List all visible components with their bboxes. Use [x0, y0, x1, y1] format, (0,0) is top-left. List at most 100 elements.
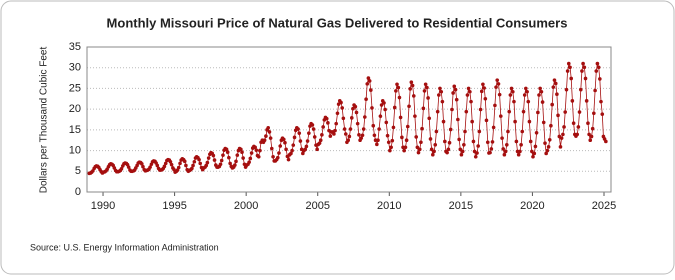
data-point — [332, 132, 336, 136]
data-point — [485, 140, 490, 145]
data-point — [506, 129, 510, 134]
data-point — [303, 147, 308, 152]
data-point — [468, 89, 472, 94]
data-point — [212, 158, 217, 162]
data-point — [513, 119, 517, 124]
data-point — [198, 161, 203, 166]
data-point — [447, 140, 452, 145]
data-point — [599, 99, 603, 104]
data-point — [501, 147, 506, 151]
data-point — [564, 87, 569, 92]
data-point — [482, 86, 486, 90]
data-point — [470, 119, 474, 124]
data-point — [395, 82, 399, 87]
data-point — [410, 83, 415, 88]
data-point — [343, 132, 348, 136]
data-point — [428, 137, 433, 141]
data-point — [375, 142, 379, 147]
data-point — [218, 162, 223, 167]
data-point — [490, 140, 495, 144]
x-tick-label: 1990 — [91, 200, 115, 212]
data-point — [253, 145, 257, 150]
data-point — [516, 152, 521, 157]
data-point — [404, 138, 409, 143]
source-note: Source: U.S. Energy Information Administ… — [30, 242, 219, 252]
data-point — [561, 132, 565, 137]
y-tick-label: 35 — [69, 41, 81, 53]
data-point — [403, 145, 408, 150]
data-point — [464, 109, 469, 114]
data-point — [498, 114, 503, 118]
data-point — [483, 96, 488, 101]
data-point — [296, 127, 300, 131]
data-point — [363, 115, 367, 119]
data-point — [489, 147, 494, 151]
data-point — [582, 65, 587, 70]
data-point — [383, 107, 387, 112]
data-point — [377, 127, 381, 131]
data-point — [565, 69, 570, 73]
data-point — [575, 132, 580, 137]
data-point — [420, 126, 424, 131]
data-point — [435, 109, 440, 114]
data-point — [451, 91, 455, 95]
x-tick-label: 2000 — [234, 200, 258, 212]
data-point — [407, 104, 411, 109]
data-point — [191, 163, 195, 168]
data-point — [456, 117, 460, 122]
data-point — [351, 106, 355, 111]
data-point — [479, 89, 484, 94]
x-tick-label: 2005 — [305, 200, 329, 212]
data-point — [233, 163, 237, 167]
data-point — [450, 107, 454, 112]
data-point — [328, 134, 333, 138]
data-point — [546, 145, 551, 149]
data-point — [462, 142, 466, 147]
data-point — [359, 136, 364, 140]
data-point — [298, 139, 303, 143]
data-point — [559, 136, 564, 140]
data-point — [532, 151, 537, 156]
data-point — [305, 139, 310, 143]
data-point — [547, 138, 552, 142]
data-point — [443, 139, 447, 144]
data-point — [587, 132, 591, 137]
data-point — [371, 123, 376, 128]
data-point — [398, 115, 403, 120]
data-point — [588, 138, 593, 143]
data-point — [367, 79, 372, 83]
data-point — [278, 144, 283, 148]
data-point — [539, 89, 544, 94]
data-point — [457, 137, 461, 142]
chart-title: Monthly Missouri Price of Natural Gas De… — [107, 15, 568, 30]
data-point — [339, 100, 343, 105]
data-point — [409, 80, 414, 85]
data-point — [477, 129, 482, 134]
data-point — [324, 116, 329, 121]
data-point — [235, 153, 240, 157]
data-point — [304, 144, 309, 149]
data-point — [416, 150, 421, 155]
data-point — [448, 127, 453, 132]
data-point — [266, 125, 271, 130]
data-point — [241, 156, 245, 160]
data-point — [234, 159, 238, 164]
data-point — [545, 148, 550, 153]
data-point — [594, 69, 599, 73]
data-point — [484, 118, 489, 123]
data-point — [408, 87, 412, 91]
data-point — [598, 77, 602, 81]
data-point — [275, 155, 280, 160]
data-point — [334, 121, 338, 126]
data-point — [392, 105, 397, 110]
data-point — [307, 131, 311, 135]
data-point — [604, 139, 608, 144]
data-point — [190, 166, 194, 171]
data-point — [552, 78, 557, 82]
data-point — [524, 86, 528, 91]
data-point — [502, 152, 507, 157]
data-point — [520, 129, 525, 134]
x-tick-label: 2010 — [377, 200, 401, 212]
data-point — [512, 99, 516, 104]
data-point — [584, 99, 589, 103]
